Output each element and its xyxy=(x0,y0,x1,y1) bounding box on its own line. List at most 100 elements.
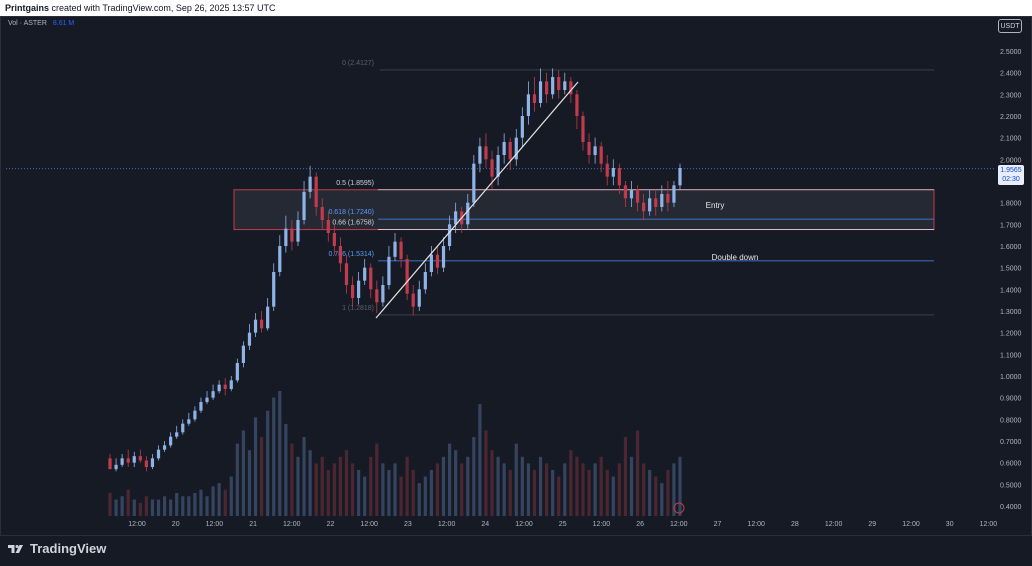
x-tick-label: 12:00 xyxy=(825,521,843,528)
y-tick-label: 2.0000 xyxy=(1000,157,1022,164)
y-tick-label: 1.1000 xyxy=(1000,352,1022,359)
candle-body xyxy=(229,380,233,389)
candle-body xyxy=(314,176,318,207)
volume-bar xyxy=(114,499,118,516)
volume-bar xyxy=(563,463,567,516)
volume-bar xyxy=(617,463,621,516)
x-tick-label: 24 xyxy=(481,521,489,528)
candle-body xyxy=(266,306,270,329)
candle-body xyxy=(132,456,136,463)
volume-bar xyxy=(569,450,573,516)
volume-bar xyxy=(357,469,361,516)
volume-bar xyxy=(247,450,252,516)
volume-bar xyxy=(672,463,676,516)
y-tick-label: 2.3000 xyxy=(1000,92,1022,99)
current-price-value: 1.9565 xyxy=(1000,167,1022,174)
volume-bar xyxy=(429,469,433,516)
candle-body xyxy=(156,449,161,459)
volume-bar xyxy=(611,476,615,516)
candle-body xyxy=(581,116,585,142)
candle-body xyxy=(423,272,427,290)
volume-bar xyxy=(666,469,670,516)
fib-level-label: 1 (1.2818) xyxy=(342,305,374,312)
y-tick-label: 0.5000 xyxy=(1000,482,1022,489)
candle-body xyxy=(247,332,252,346)
candle-body xyxy=(308,176,312,192)
volume-bar xyxy=(308,450,312,516)
y-tick-label: 0.8000 xyxy=(1000,417,1022,424)
candle-body xyxy=(466,202,470,225)
volume-bar xyxy=(532,469,537,516)
volume-bar xyxy=(138,502,142,516)
volume-bar xyxy=(417,483,421,516)
candle-body xyxy=(114,464,118,470)
candle-body xyxy=(405,259,409,294)
volume-bar xyxy=(678,456,682,516)
volume-bar xyxy=(132,499,136,516)
volume-bar xyxy=(623,437,628,516)
candle-body xyxy=(478,146,482,164)
x-tick-label: 12:00 xyxy=(206,521,224,528)
candle-body xyxy=(375,289,379,303)
volume-bar xyxy=(320,456,324,516)
candle-body xyxy=(344,263,349,285)
candle-body xyxy=(593,146,597,155)
candle-body xyxy=(320,207,324,220)
candle-body xyxy=(435,254,440,268)
volume-bar xyxy=(150,499,155,516)
volume-bar xyxy=(229,476,233,516)
candle-body xyxy=(193,410,197,420)
volume-bar xyxy=(587,469,591,516)
candle-body xyxy=(217,384,221,392)
flash-icon[interactable] xyxy=(673,502,685,514)
volume-bar xyxy=(338,456,343,516)
volume-bar xyxy=(144,496,148,516)
volume-bar xyxy=(520,456,524,516)
volume-bar xyxy=(642,463,646,516)
candle-body xyxy=(544,81,549,95)
volume-bar xyxy=(508,469,512,516)
candle-body xyxy=(617,168,621,186)
tradingview-brand[interactable]: TradingView xyxy=(8,541,106,556)
y-tick-label: 2.4000 xyxy=(1000,71,1022,78)
volume-bar xyxy=(635,430,640,516)
volume-symbol: Vol · ASTER xyxy=(8,20,47,27)
candle-body xyxy=(150,458,155,467)
volume-bar xyxy=(290,443,294,516)
volume-bar xyxy=(544,463,549,516)
volume-bar xyxy=(502,463,506,516)
candle-body xyxy=(181,423,185,433)
volume-bar xyxy=(454,450,458,516)
fib-level-label: 0.5 (1.8595) xyxy=(336,180,374,187)
candle-body xyxy=(654,198,658,207)
volume-bar xyxy=(302,437,306,516)
candle-body xyxy=(357,280,361,298)
candle-body xyxy=(284,228,288,246)
volume-bar xyxy=(126,489,130,516)
volume-bar xyxy=(350,463,355,516)
volume-bar xyxy=(484,430,488,516)
x-tick-label: 12:00 xyxy=(360,521,378,528)
currency-button[interactable]: USDT xyxy=(998,19,1022,33)
y-tick-label: 0.6000 xyxy=(1000,461,1022,468)
x-tick-label: 22 xyxy=(327,521,335,528)
fib-level-label: 0.66 (1.6758) xyxy=(332,220,374,227)
volume-bar xyxy=(472,437,476,516)
volume-bar xyxy=(514,443,518,516)
volume-bar xyxy=(284,423,288,516)
candle-body xyxy=(454,211,458,225)
candle-body xyxy=(187,419,191,424)
y-tick-label: 2.5000 xyxy=(1000,49,1022,56)
candle-body xyxy=(441,246,446,268)
volume-bar xyxy=(581,463,585,516)
candle-body xyxy=(369,267,373,290)
candle-body xyxy=(447,224,452,246)
volume-bar xyxy=(387,469,391,516)
candle-body xyxy=(660,194,664,207)
candle-body xyxy=(429,254,433,272)
volume-bar xyxy=(399,476,403,516)
candle-body xyxy=(338,246,343,264)
volume-bar xyxy=(381,463,385,516)
volume-bar xyxy=(369,456,373,516)
